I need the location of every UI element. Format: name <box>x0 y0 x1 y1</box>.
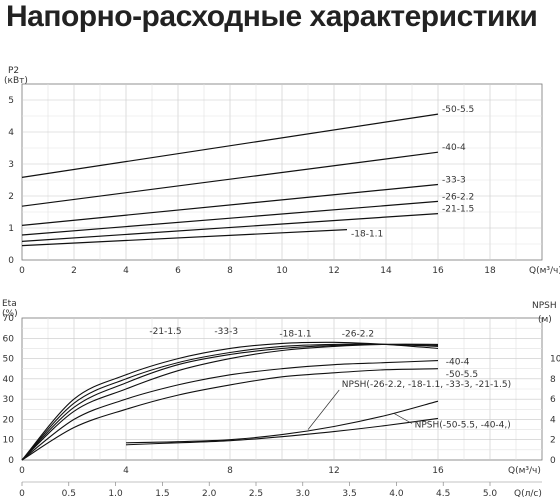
power-series-label: -40-4 <box>442 143 466 153</box>
secondary-x-tick-label: 0 <box>19 489 25 499</box>
npsh-label-leader <box>393 412 413 424</box>
npsh-series-label: NPSH(-50-5.5, -40-4,) <box>415 421 511 431</box>
eta-y-axis-label: Eta <box>2 299 17 309</box>
power-x-tick-label: 10 <box>276 266 288 276</box>
power-series-line <box>21 229 348 247</box>
power-y-tick-label: 2 <box>8 192 14 202</box>
eta-series-label: -40-4 <box>446 358 470 368</box>
secondary-x-tick-label: 2.0 <box>202 489 217 499</box>
power-series-label: -18-1.1 <box>351 230 383 240</box>
secondary-x-tick-label: 5.0 <box>483 489 498 499</box>
secondary-x-tick-label: 3.0 <box>296 489 311 499</box>
efficiency-x-tick-label: 4 <box>123 466 129 476</box>
eta-y-tick-label: 60 <box>3 334 15 344</box>
eta-series-line <box>21 343 439 461</box>
secondary-x-tick-label: 1.5 <box>155 489 169 499</box>
eta-y-tick-label: 0 <box>8 456 14 466</box>
power-x-tick-label: 18 <box>484 266 496 276</box>
power-series-line <box>21 151 439 207</box>
power-x-tick-label: 6 <box>175 266 181 276</box>
efficiency-x-tick-label: 12 <box>328 466 339 476</box>
power-series-label: -21-1.5 <box>442 205 474 215</box>
power-x-tick-label: 14 <box>380 266 392 276</box>
npsh-y-tick-label: 8 <box>550 375 556 385</box>
secondary-x-axis-label: Q(л/с) <box>514 489 542 499</box>
power-x-tick-label: 8 <box>227 266 233 276</box>
power-y-tick-label: 0 <box>8 256 14 266</box>
npsh-y-tick-label: 0 <box>550 456 556 466</box>
power-series-label: -26-2.2 <box>442 192 474 202</box>
secondary-x-tick-label: 0.5 <box>62 489 76 499</box>
eta-series-label: -50-5.5 <box>446 370 478 380</box>
power-y-tick-label: 5 <box>8 96 14 106</box>
power-series-line <box>21 113 439 178</box>
secondary-x-tick-label: 4.0 <box>389 489 404 499</box>
power-y-tick-label: 3 <box>8 160 14 170</box>
npsh-y-axis-label: NPSH <box>532 301 557 311</box>
secondary-x-tick-label: 1.0 <box>108 489 123 499</box>
eta-series-label: -33-3 <box>214 327 238 337</box>
power-x-tick-label: 0 <box>19 266 25 276</box>
eta-series-line <box>21 360 439 461</box>
npsh-y-tick-label: 4 <box>550 415 556 425</box>
power-y-axis-unit: (кВт) <box>4 76 28 86</box>
power-x-axis-label: Q(м³/ч) <box>529 266 560 276</box>
npsh-series-line <box>125 417 439 446</box>
power-x-tick-label: 2 <box>71 266 77 276</box>
eta-y-tick-label: 50 <box>3 355 15 365</box>
power-series-line <box>21 183 439 226</box>
npsh-y-tick-label: 10 <box>550 355 560 365</box>
eta-series-label: -21-1.5 <box>149 327 181 337</box>
page-title: Напорно-расходные характеристики <box>6 0 538 33</box>
eta-series-label: -18-1.1 <box>279 329 311 339</box>
power-x-tick-label: 4 <box>123 266 129 276</box>
power-y-axis-label: P2 <box>8 66 19 76</box>
eta-series-line <box>21 368 439 461</box>
eta-y-tick-label: 70 <box>3 314 15 324</box>
power-series-label: -50-5.5 <box>442 105 474 115</box>
eta-y-tick-label: 10 <box>3 436 15 446</box>
power-series-line <box>21 213 439 242</box>
npsh-y-tick-label: 6 <box>550 395 556 405</box>
npsh-y-axis-unit: (м) <box>538 315 552 325</box>
eta-y-tick-label: 40 <box>3 375 15 385</box>
eta-series-label: -26-2.2 <box>342 329 374 339</box>
eta-y-tick-label: 30 <box>3 395 15 405</box>
power-series-label: -33-3 <box>442 175 466 185</box>
eta-y-tick-label: 20 <box>3 415 15 425</box>
npsh-series-label: NPSH(-26-2.2, -18-1.1, -33-3, -21-1.5) <box>342 380 511 390</box>
npsh-y-tick-label: 2 <box>550 436 556 446</box>
efficiency-x-tick-label: 8 <box>227 466 233 476</box>
power-x-tick-label: 12 <box>328 266 339 276</box>
secondary-x-tick-label: 4.5 <box>436 489 450 499</box>
npsh-series-line <box>125 400 439 444</box>
power-x-tick-label: 16 <box>432 266 444 276</box>
power-y-tick-label: 1 <box>8 224 14 234</box>
power-series-line <box>21 200 439 236</box>
power-y-tick-label: 4 <box>8 128 14 138</box>
secondary-x-tick-label: 3.5 <box>342 489 356 499</box>
npsh-label-leader <box>307 389 340 430</box>
efficiency-x-axis-label: Q(м³/ч) <box>508 466 541 476</box>
efficiency-x-tick-label: 0 <box>19 466 25 476</box>
eta-series-line <box>21 341 439 461</box>
eta-y-axis-unit: (%) <box>2 309 18 319</box>
efficiency-x-tick-label: 16 <box>432 466 444 476</box>
secondary-x-tick-label: 2.5 <box>249 489 263 499</box>
